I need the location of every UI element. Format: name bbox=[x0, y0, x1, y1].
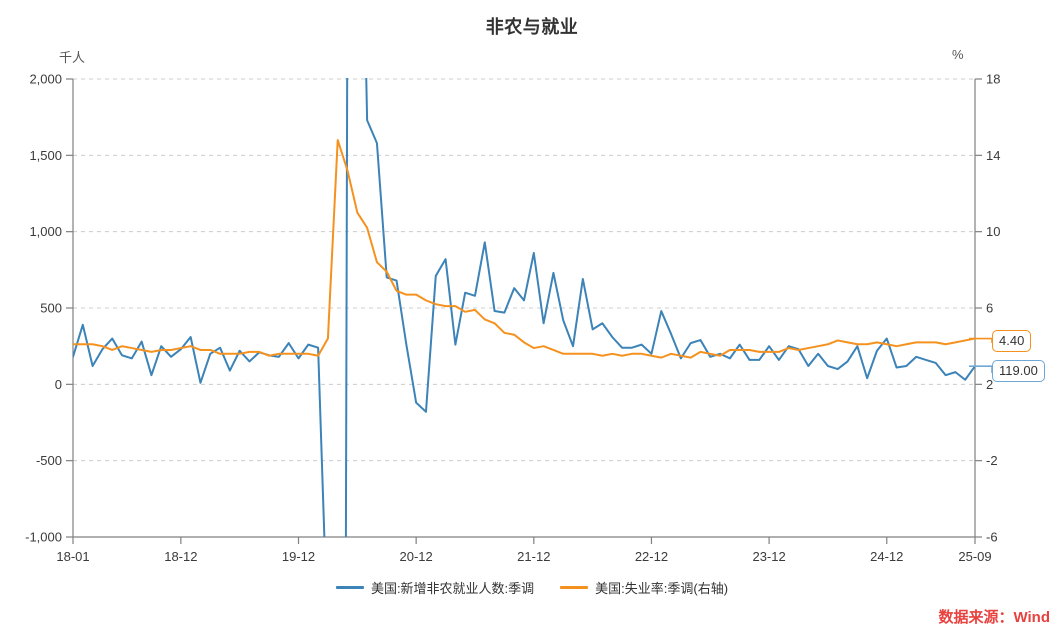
source-note: 数据来源：Wind bbox=[938, 609, 1050, 626]
left-axis-tick-label: 0 bbox=[55, 377, 62, 392]
legend-item-unemployment[interactable]: 美国:失业率:季调(右轴) bbox=[560, 578, 728, 597]
left-axis-tick-label: 1,000 bbox=[29, 224, 62, 239]
x-axis-tick-label: 19-12 bbox=[282, 549, 315, 564]
right-axis-tick-label: 2 bbox=[986, 377, 993, 392]
x-axis-tick-label: 21-12 bbox=[517, 549, 550, 564]
right-axis-tick-label: -2 bbox=[986, 453, 998, 468]
payrolls-value-callout: 119.00 bbox=[992, 360, 1045, 382]
series-line-payrolls bbox=[73, 78, 975, 537]
left-axis-unit-label: 千人 bbox=[59, 50, 86, 65]
x-axis-tick-label: 25-09 bbox=[958, 549, 991, 564]
legend-color-swatch bbox=[560, 586, 589, 589]
x-axis-tick-label: 24-12 bbox=[870, 549, 903, 564]
left-axis-tick-label: -1,000 bbox=[25, 530, 62, 545]
x-axis-tick-label: 23-12 bbox=[752, 549, 785, 564]
legend-item-label: 美国:失业率:季调(右轴) bbox=[595, 581, 729, 596]
unemployment-value-callout: 4.40 bbox=[992, 330, 1032, 352]
legend-item-payrolls[interactable]: 美国:新增非农就业人数:季调 bbox=[335, 578, 535, 597]
left-axis-tick-label: 500 bbox=[40, 301, 62, 316]
unemployment-callout-leader bbox=[969, 337, 993, 343]
left-axis-tick-label: -500 bbox=[36, 453, 62, 468]
right-axis-tick-label: 6 bbox=[986, 301, 993, 316]
right-axis-tick-label: 18 bbox=[986, 72, 1000, 87]
x-axis-tick-label: 22-12 bbox=[635, 549, 668, 564]
right-axis-tick-label: 14 bbox=[986, 148, 1000, 163]
x-axis-tick-label: 18-01 bbox=[56, 549, 89, 564]
right-axis-tick-label: 10 bbox=[986, 224, 1000, 239]
series-line-unemployment bbox=[73, 139, 975, 359]
right-axis-tick-label: -6 bbox=[986, 530, 998, 545]
left-axis-tick-label: 1,500 bbox=[29, 148, 62, 163]
left-axis-tick-label: 2,000 bbox=[29, 72, 62, 87]
x-axis-tick-label: 20-12 bbox=[400, 549, 433, 564]
legend-color-swatch bbox=[335, 586, 364, 589]
x-axis-tick-label: 18-12 bbox=[164, 549, 197, 564]
right-axis-unit-label: % bbox=[952, 47, 964, 62]
legend-item-label: 美国:新增非农就业人数:季调 bbox=[370, 581, 535, 596]
chart-legend: 美国:新增非农就业人数:季调 美国:失业率:季调(右轴) bbox=[0, 578, 1064, 597]
page-title: 非农与就业 bbox=[485, 17, 579, 37]
